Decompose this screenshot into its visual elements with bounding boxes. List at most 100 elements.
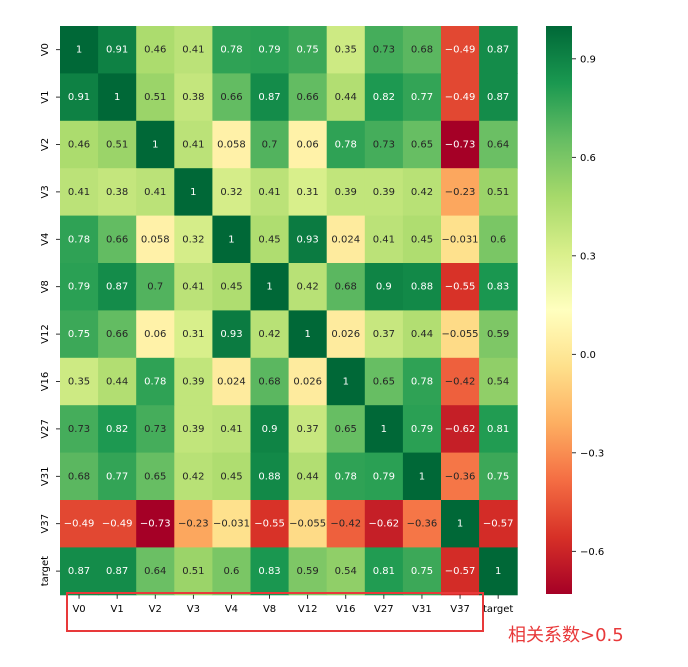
heatmap-cell-V27-V31: [402, 405, 442, 454]
cell-value-V27-V2: 0.73: [144, 424, 166, 435]
cell-value-V0-V2: 0.46: [144, 45, 166, 56]
cell-value-V2-V1: 0.51: [106, 140, 128, 151]
cell-value-V12-target: 0.59: [487, 329, 509, 340]
heatmap-cell-V8-V8: [250, 263, 290, 311]
heatmap-cell-V0-V4: [212, 26, 251, 74]
cell-value-V8-V31: 0.88: [411, 282, 433, 293]
cell-value-V2-V27: 0.73: [373, 140, 395, 151]
heatmap-cell-V2-V2: [136, 120, 175, 169]
cell-value-target-V0: 0.87: [68, 566, 90, 577]
cell-value-V37-target: −0.57: [483, 519, 514, 530]
y-tick-label: V8: [40, 280, 51, 293]
cell-value-V37-V4: −0.031: [213, 519, 250, 530]
cell-value-V1-V1: 1: [114, 92, 120, 103]
heatmap-cell-V2-V1: [98, 120, 137, 169]
heatmap-cell-V8-V27: [364, 263, 404, 311]
x-tick-label: V4: [225, 604, 238, 615]
cell-value-target-V16: 0.54: [335, 566, 357, 577]
heatmap-cell-V3-V8: [250, 168, 290, 217]
cell-value-V16-V16: 1: [343, 377, 349, 388]
heatmap-cell-V27-V8: [250, 405, 290, 454]
cell-value-V16-V27: 0.65: [373, 377, 395, 388]
heatmap-cell-V0-V31: [402, 26, 442, 74]
cell-value-target-V3: 0.51: [182, 566, 204, 577]
cell-value-V27-V8: 0.9: [262, 424, 278, 435]
heatmap-cell-V31-V1: [98, 452, 137, 501]
heatmap-cell-V16-V1: [98, 357, 137, 406]
cell-value-V3-V37: −0.23: [445, 187, 476, 198]
heatmap-cell-target-V31: [402, 547, 442, 596]
heatmap-cell-V4-V4: [212, 215, 251, 264]
colorbar-tick-label: 0.3: [580, 251, 596, 262]
heatmap-cell-target-V2: [136, 547, 175, 596]
heatmap-cell-V1-V8: [250, 73, 290, 122]
cell-value-V3-V27: 0.39: [373, 187, 395, 198]
cell-value-V31-V2: 0.65: [144, 471, 166, 482]
heatmap-cell-V12-V2: [136, 310, 175, 359]
heatmap-cell-V4-V31: [402, 215, 442, 264]
cell-value-V27-target: 0.81: [487, 424, 509, 435]
heatmap-cell-V3-V2: [136, 168, 175, 217]
heatmap-cell-V31-V4: [212, 452, 251, 501]
heatmap-cell-V0-V12: [288, 26, 328, 74]
cell-value-V4-V27: 0.41: [373, 234, 395, 245]
heatmap-cell-V4-V16: [326, 215, 366, 264]
heatmap-cell-V3-V31: [402, 168, 442, 217]
heatmap-cell-V12-V8: [250, 310, 290, 359]
heatmap-cell-V31-V2: [136, 452, 175, 501]
cell-value-V1-V4: 0.66: [220, 92, 242, 103]
highlight-box: [66, 592, 484, 632]
heatmap-cell-V16-V16: [326, 357, 366, 406]
heatmap-cell-V37-V1: [98, 500, 137, 548]
cell-value-V31-V0: 0.68: [68, 471, 90, 482]
y-tick-label: V3: [40, 185, 51, 198]
x-tick-label: V27: [374, 604, 394, 615]
cell-value-V8-V0: 0.79: [68, 282, 90, 293]
heatmap-cell-V16-V2: [136, 357, 175, 406]
cell-value-V31-V27: 0.79: [373, 471, 395, 482]
cell-value-V27-V12: 0.37: [297, 424, 319, 435]
colorbar-tick-label: 0.6: [580, 153, 596, 164]
heatmap-cell-V12-V1: [98, 310, 137, 359]
heatmap-cell-V8-V12: [288, 263, 328, 311]
cell-value-target-V27: 0.81: [373, 566, 395, 577]
cell-value-V2-V4: 0.058: [217, 140, 246, 151]
cell-value-V3-V16: 0.39: [335, 187, 357, 198]
cell-value-V16-V2: 0.78: [144, 377, 166, 388]
cell-value-V37-V3: −0.23: [178, 519, 209, 530]
heatmap-cell-V31-V8: [250, 452, 290, 501]
cell-value-target-V1: 0.87: [106, 566, 128, 577]
y-tick-label: V2: [40, 138, 51, 151]
heatmap-cell-target-target: [479, 547, 518, 596]
cell-value-V12-V4: 0.93: [220, 329, 242, 340]
heatmap-cell-target-V3: [174, 547, 213, 596]
y-tick-label: target: [40, 556, 51, 586]
heatmap-cell-V31-V37: [441, 452, 480, 501]
cell-value-V4-V37: −0.031: [442, 234, 479, 245]
cell-value-V31-V12: 0.44: [297, 471, 319, 482]
heatmap-cell-V27-V16: [326, 405, 366, 454]
heatmap-cell-V4-V2: [136, 215, 175, 264]
cell-value-V8-V16: 0.68: [335, 282, 357, 293]
heatmap-cell-V27-V27: [364, 405, 404, 454]
heatmap-cell-V0-V16: [326, 26, 366, 74]
heatmap-cell-V1-V4: [212, 73, 251, 122]
cell-value-V0-V8: 0.79: [258, 45, 280, 56]
heatmap-cell-V12-V0: [60, 310, 99, 359]
heatmap-cell-target-V37: [441, 547, 480, 596]
cell-value-V27-V3: 0.39: [182, 424, 204, 435]
heatmap-cell-V2-V16: [326, 120, 366, 169]
colorbar-tick-label: −0.3: [580, 448, 604, 459]
cell-value-V37-V8: −0.55: [254, 519, 285, 530]
heatmap-cell-V4-V12: [288, 215, 328, 264]
cell-value-V16-V8: 0.68: [258, 377, 280, 388]
cell-value-V4-V3: 0.32: [182, 234, 204, 245]
heatmap-cell-V37-V8: [250, 500, 290, 548]
cell-value-V37-V1: −0.49: [102, 519, 133, 530]
cell-value-V8-V3: 0.41: [182, 282, 204, 293]
cell-value-V1-V8: 0.87: [258, 92, 280, 103]
cell-value-V12-V3: 0.31: [182, 329, 204, 340]
cell-value-V3-V12: 0.31: [297, 187, 319, 198]
heatmap-cell-V8-target: [479, 263, 518, 311]
cell-value-V0-V16: 0.35: [335, 45, 357, 56]
